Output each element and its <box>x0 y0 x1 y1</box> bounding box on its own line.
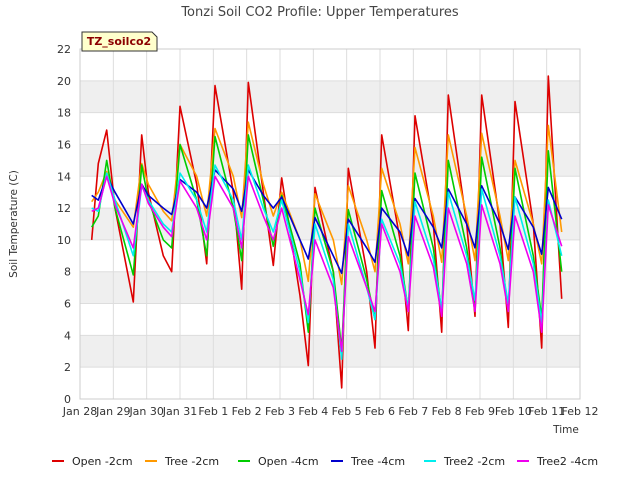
site-label-box <box>81 31 158 52</box>
plot-frame <box>79 48 581 400</box>
legend-item: Tree -2cm <box>145 455 219 468</box>
x-tick-label: Feb 1 <box>198 405 228 418</box>
x-tick-label: Jan 30 <box>128 405 163 418</box>
legend-item: Tree -4cm <box>331 455 405 468</box>
x-tick-label: Feb 4 <box>298 405 328 418</box>
site-label-text: TZ_soilco2 <box>87 35 151 48</box>
y-tick-label: 20 <box>57 75 71 88</box>
y-tick-label: 6 <box>64 298 71 311</box>
plot-bands <box>80 80 580 368</box>
y-tick-label: 14 <box>57 170 71 183</box>
legend-label: Tree -4cm <box>350 455 405 468</box>
y-tick-label: 8 <box>64 266 71 279</box>
x-tick-label: Feb 2 <box>232 405 262 418</box>
legend-label: Open -4cm <box>258 455 319 468</box>
x-tick-label: Feb 3 <box>265 405 295 418</box>
x-tick-label: Feb 8 <box>432 405 462 418</box>
legend-label: Tree2 -4cm <box>536 455 598 468</box>
plot-band <box>80 335 580 368</box>
legend-item: Tree2 -2cm <box>424 455 505 468</box>
plot-band <box>80 144 580 177</box>
x-tick-label: Feb 6 <box>365 405 395 418</box>
y-tick-label: 16 <box>57 138 71 151</box>
chart-title: Tonzi Soil CO2 Profile: Upper Temperatur… <box>180 5 459 20</box>
legend-item: Open -4cm <box>238 455 319 468</box>
x-tick-label: Feb 10 <box>495 405 532 418</box>
series-lines <box>90 75 563 389</box>
series-line <box>91 134 563 351</box>
x-tick-label: Feb 12 <box>562 405 599 418</box>
y-tick-labels: 0 2 4 6 8 10 12 14 16 18 20 22 <box>57 43 71 406</box>
y-tick-label: 22 <box>57 43 71 56</box>
y-axis-label: Soil Temperature (C) <box>8 170 20 278</box>
y-tick-label: 4 <box>64 329 71 342</box>
y-tick-label: 0 <box>64 393 71 406</box>
x-tick-label: Jan 29 <box>95 405 130 418</box>
y-tick-label: 12 <box>57 202 71 215</box>
plot-band <box>80 80 580 113</box>
y-tick-label: 18 <box>57 107 71 120</box>
x-tick-label: Feb 5 <box>332 405 362 418</box>
x-tick-label: Feb 7 <box>398 405 428 418</box>
site-label: TZ_soilco2 <box>81 31 158 52</box>
legend-label: Open -2cm <box>72 455 133 468</box>
series-line <box>91 175 563 353</box>
legend-item: Open -2cm <box>52 455 133 468</box>
x-axis-label: Time <box>552 424 579 436</box>
legend: Open -2cm Tree -2cm Open -4cm Tree -4cm Tree… <box>52 455 598 468</box>
x-tick-label: Jan 31 <box>162 405 197 418</box>
legend-item: Tree2 -4cm <box>517 455 598 468</box>
series-line <box>91 164 563 361</box>
legend-label: Tree -2cm <box>164 455 219 468</box>
x-tick-label: Feb 9 <box>465 405 495 418</box>
legend-label: Tree2 -2cm <box>443 455 505 468</box>
series-line <box>90 75 563 389</box>
x-tick-label: Feb 11 <box>528 405 565 418</box>
y-tick-label: 10 <box>57 234 71 247</box>
x-tick-label: Jan 28 <box>62 405 97 418</box>
series-line <box>91 121 563 286</box>
y-tick-label: 2 <box>64 361 71 374</box>
